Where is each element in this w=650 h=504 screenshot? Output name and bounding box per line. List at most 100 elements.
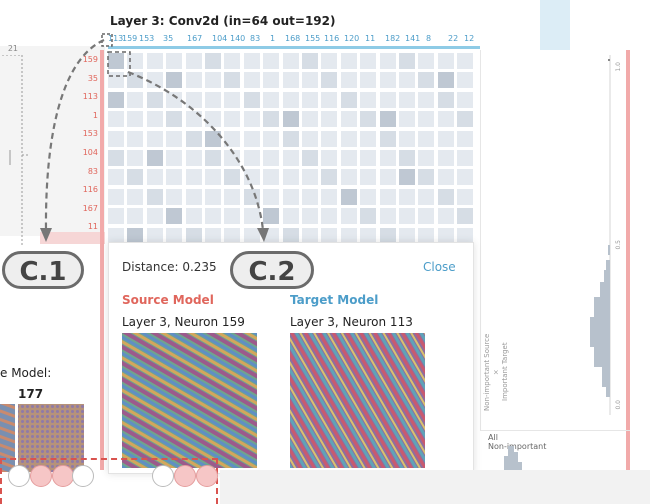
neuron-circle[interactable] <box>8 465 30 487</box>
matrix-cell[interactable] <box>263 91 280 108</box>
neuron-circle[interactable] <box>30 465 52 487</box>
matrix-cell[interactable] <box>360 208 377 225</box>
matrix-cell[interactable] <box>321 227 338 243</box>
matrix-cell[interactable] <box>437 130 454 147</box>
matrix-cell[interactable] <box>108 227 124 243</box>
matrix-cell[interactable] <box>457 91 474 108</box>
matrix-cell[interactable] <box>185 130 202 147</box>
matrix-cell[interactable] <box>185 91 202 108</box>
matrix-cell[interactable] <box>224 91 241 108</box>
matrix-cell[interactable] <box>340 111 357 128</box>
matrix-cell[interactable] <box>166 53 183 69</box>
matrix-cell[interactable] <box>205 150 221 166</box>
matrix-cell[interactable] <box>418 72 435 89</box>
neuron-circle[interactable] <box>196 465 218 487</box>
matrix-cell[interactable] <box>127 208 144 225</box>
matrix-cell[interactable] <box>243 150 260 166</box>
matrix-cell[interactable] <box>127 130 144 147</box>
matrix-cell[interactable] <box>457 111 474 128</box>
matrix-cell[interactable] <box>457 208 474 225</box>
matrix-cell[interactable] <box>166 150 183 166</box>
matrix-cell[interactable] <box>379 91 396 108</box>
matrix-cell[interactable] <box>399 208 415 225</box>
matrix-cell[interactable] <box>166 208 183 225</box>
matrix-cell[interactable] <box>282 169 299 186</box>
matrix-cell[interactable] <box>379 72 396 89</box>
matrix-cell[interactable] <box>243 111 260 128</box>
matrix-cell[interactable] <box>224 169 241 186</box>
matrix-cell[interactable] <box>282 53 299 69</box>
matrix-cell[interactable] <box>418 227 435 243</box>
matrix-cell[interactable] <box>243 169 260 186</box>
matrix-cell[interactable] <box>302 208 318 225</box>
matrix-cell[interactable] <box>340 208 357 225</box>
matrix-cell[interactable] <box>340 72 357 89</box>
matrix-cell[interactable] <box>321 111 338 128</box>
matrix-cell[interactable] <box>127 111 144 128</box>
matrix-cell[interactable] <box>263 72 280 89</box>
matrix-cell[interactable] <box>418 130 435 147</box>
matrix-cell[interactable] <box>457 53 474 69</box>
matrix-cell[interactable] <box>263 150 280 166</box>
matrix-cell[interactable] <box>282 227 299 243</box>
matrix-cell[interactable] <box>437 91 454 108</box>
matrix-cell[interactable] <box>224 227 241 243</box>
matrix-cell[interactable] <box>282 188 299 205</box>
matrix-cell[interactable] <box>224 208 241 225</box>
neuron-circle[interactable] <box>72 465 94 487</box>
matrix-cell[interactable] <box>399 111 415 128</box>
matrix-cell[interactable] <box>127 150 144 166</box>
matrix-cell[interactable] <box>146 208 163 225</box>
matrix-cell[interactable] <box>127 169 144 186</box>
matrix-cell[interactable] <box>379 169 396 186</box>
matrix-cell[interactable] <box>146 91 163 108</box>
matrix-cell[interactable] <box>224 72 241 89</box>
matrix-cell[interactable] <box>302 130 318 147</box>
matrix-cell[interactable] <box>321 150 338 166</box>
matrix-cell[interactable] <box>457 72 474 89</box>
matrix-cell[interactable] <box>399 188 415 205</box>
matrix-cell[interactable] <box>399 130 415 147</box>
matrix-cell[interactable] <box>399 91 415 108</box>
matrix-cell[interactable] <box>418 188 435 205</box>
matrix-cell[interactable] <box>166 130 183 147</box>
matrix-cell[interactable] <box>321 53 338 69</box>
matrix-cell[interactable] <box>360 169 377 186</box>
matrix-cell[interactable] <box>205 188 221 205</box>
matrix-cell[interactable] <box>166 72 183 89</box>
matrix-cell[interactable] <box>185 150 202 166</box>
matrix-cell[interactable] <box>379 188 396 205</box>
matrix-cell[interactable] <box>127 53 144 69</box>
distance-matrix[interactable] <box>108 53 478 243</box>
matrix-cell[interactable] <box>146 72 163 89</box>
matrix-cell[interactable] <box>243 72 260 89</box>
matrix-cell[interactable] <box>360 227 377 243</box>
matrix-cell[interactable] <box>457 169 474 186</box>
matrix-cell[interactable] <box>108 169 124 186</box>
matrix-cell[interactable] <box>399 169 415 186</box>
neuron-selection-strip[interactable] <box>0 458 218 504</box>
matrix-cell[interactable] <box>263 111 280 128</box>
matrix-cell[interactable] <box>321 72 338 89</box>
matrix-cell[interactable] <box>263 53 280 69</box>
matrix-cell[interactable] <box>166 227 183 243</box>
matrix-cell[interactable] <box>263 188 280 205</box>
matrix-cell[interactable] <box>360 53 377 69</box>
matrix-cell[interactable] <box>263 130 280 147</box>
matrix-cell[interactable] <box>108 188 124 205</box>
matrix-cell[interactable] <box>437 169 454 186</box>
matrix-cell[interactable] <box>418 150 435 166</box>
matrix-cell[interactable] <box>205 227 221 243</box>
matrix-cell[interactable] <box>205 72 221 89</box>
matrix-cell[interactable] <box>340 130 357 147</box>
matrix-cell[interactable] <box>282 72 299 89</box>
matrix-cell[interactable] <box>437 72 454 89</box>
matrix-cell[interactable] <box>127 227 144 243</box>
matrix-cell[interactable] <box>108 208 124 225</box>
matrix-cell[interactable] <box>379 150 396 166</box>
matrix-cell[interactable] <box>166 91 183 108</box>
matrix-cell[interactable] <box>302 53 318 69</box>
matrix-cell[interactable] <box>243 53 260 69</box>
matrix-cell[interactable] <box>457 150 474 166</box>
matrix-cell[interactable] <box>205 111 221 128</box>
